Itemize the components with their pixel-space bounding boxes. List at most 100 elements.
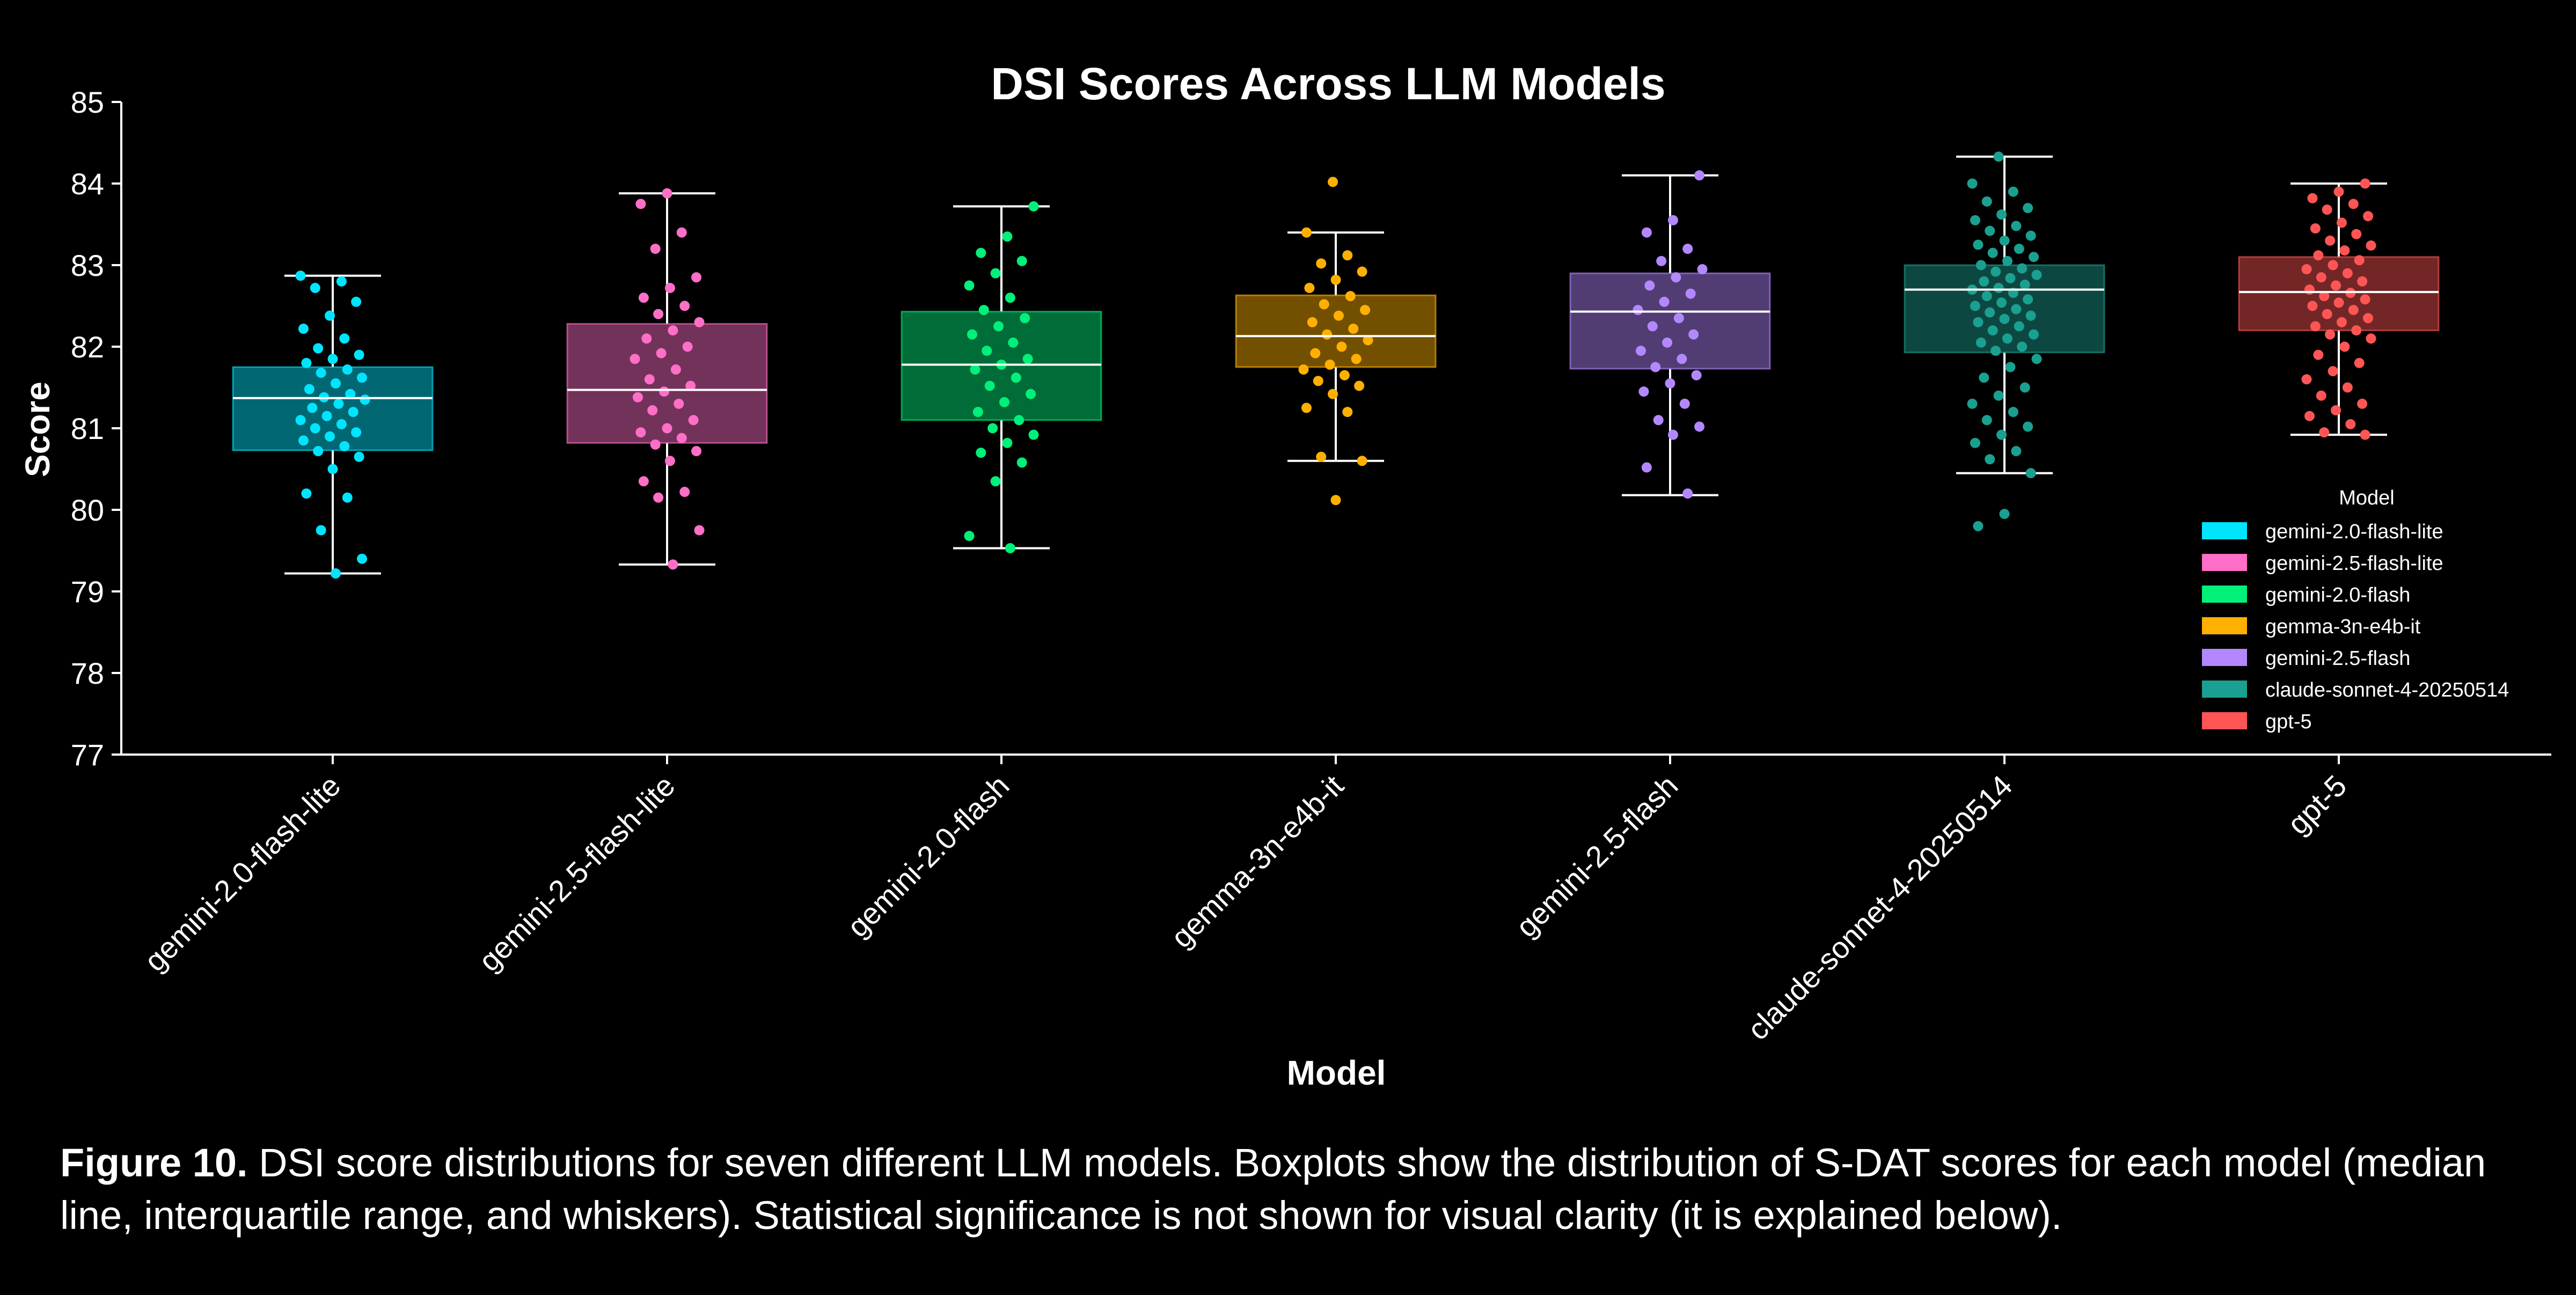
data-point: [630, 354, 640, 364]
data-point: [1682, 488, 1693, 499]
data-point: [674, 398, 684, 409]
data-point: [1970, 437, 1980, 448]
data-point: [1324, 359, 1335, 370]
data-point: [1357, 456, 1367, 466]
data-point: [2023, 203, 2033, 214]
data-point: [1002, 437, 1013, 448]
data-point: [1973, 239, 1984, 250]
data-point: [2025, 310, 2036, 321]
data-point: [647, 405, 658, 416]
data-point: [1967, 398, 1978, 409]
data-point: [333, 398, 344, 409]
data-point: [2357, 276, 2368, 287]
data-point: [2342, 268, 2353, 279]
data-point: [664, 456, 675, 466]
data-point: [2019, 382, 2030, 393]
data-point: [2331, 280, 2341, 291]
plot-area: [232, 151, 2440, 579]
data-point: [1685, 288, 1696, 299]
data-point: [2328, 366, 2338, 377]
x-tick-label: gpt-5: [2281, 769, 2353, 841]
data-point: [970, 364, 980, 375]
data-point: [2322, 309, 2332, 319]
data-point: [1330, 274, 1341, 285]
data-point: [632, 392, 643, 403]
x-axis: gemini-2.0-flash-lite gemini-2.5-flash-li…: [121, 753, 2551, 1047]
figure-caption: Figure 10. DSI score distributions for s…: [60, 1137, 2540, 1242]
x-tick-label: claude-sonnet-4-20250514: [1741, 769, 2019, 1047]
data-point: [1677, 354, 1687, 364]
data-point: [679, 301, 690, 311]
data-point: [325, 431, 335, 442]
data-point: [2017, 263, 2028, 274]
data-point: [2008, 186, 2018, 197]
data-point: [1987, 247, 1998, 258]
data-point: [354, 349, 364, 360]
legend-label: claude-sonnet-4-20250514: [2265, 679, 2509, 701]
x-tick-label: gemini-2.5-flash-lite: [472, 769, 681, 978]
data-point: [316, 368, 326, 378]
legend-item: gemini-2.0-flash: [2202, 584, 2410, 606]
y-tick-label: 83: [71, 248, 104, 282]
legend-item: gemini-2.5-flash: [2202, 647, 2410, 670]
data-point: [1650, 362, 1661, 372]
legend-item: gpt-5: [2202, 711, 2312, 733]
data-point: [307, 403, 318, 413]
data-point: [2023, 421, 2033, 432]
data-point: [1310, 348, 1321, 358]
data-point: [656, 348, 667, 358]
data-point: [2363, 211, 2374, 222]
data-point: [1653, 415, 1664, 426]
data-point: [313, 446, 324, 457]
data-point: [1304, 283, 1315, 294]
data-point: [1022, 354, 1033, 364]
data-point: [1351, 354, 1362, 364]
legend-label: gemini-2.5-flash: [2265, 647, 2410, 670]
data-point: [964, 531, 975, 542]
legend-label: gemini-2.0-flash-lite: [2265, 521, 2443, 543]
data-point: [2008, 407, 2018, 418]
data-point: [1633, 305, 1643, 316]
data-point: [664, 283, 675, 294]
data-point: [1662, 337, 1673, 348]
data-point: [1316, 451, 1327, 462]
data-point: [1970, 301, 1980, 311]
data-point: [2029, 329, 2039, 340]
box-group: [232, 270, 434, 579]
data-point: [987, 423, 998, 434]
legend-label: gpt-5: [2265, 711, 2312, 733]
data-point: [1333, 310, 1344, 321]
data-point: [1999, 313, 2010, 324]
caption-lead: Figure 10.: [60, 1140, 248, 1185]
data-point: [2304, 411, 2315, 421]
data-point: [2025, 468, 2036, 479]
data-point: [1641, 462, 1652, 473]
boxplot-chart: DSI Scores Across LLM Models 77 78 79 80 81 8…: [18, 58, 2551, 1089]
data-point: [1694, 170, 1705, 181]
data-point: [327, 464, 338, 474]
data-point: [295, 270, 306, 281]
data-point: [1016, 457, 1027, 468]
data-point: [967, 329, 977, 340]
data-point: [2313, 349, 2324, 360]
data-point: [1999, 509, 2010, 520]
data-point: [2011, 304, 2022, 314]
data-point: [2333, 297, 2344, 308]
data-point: [676, 433, 687, 443]
data-point: [1319, 299, 1329, 310]
data-point: [2366, 240, 2376, 251]
data-point: [1313, 376, 1323, 386]
box-group: [566, 188, 768, 570]
y-tick-label: 81: [71, 412, 104, 445]
data-point: [1345, 291, 1356, 302]
data-point: [2354, 357, 2365, 368]
legend-swatch: [2202, 712, 2247, 729]
data-point: [2014, 244, 2024, 254]
data-point: [2345, 419, 2356, 429]
data-point: [2005, 273, 2016, 283]
legend-swatch: [2202, 522, 2247, 539]
data-point: [691, 272, 702, 283]
data-point: [1987, 325, 1998, 336]
data-point: [2319, 291, 2330, 302]
data-point: [2304, 284, 2315, 295]
